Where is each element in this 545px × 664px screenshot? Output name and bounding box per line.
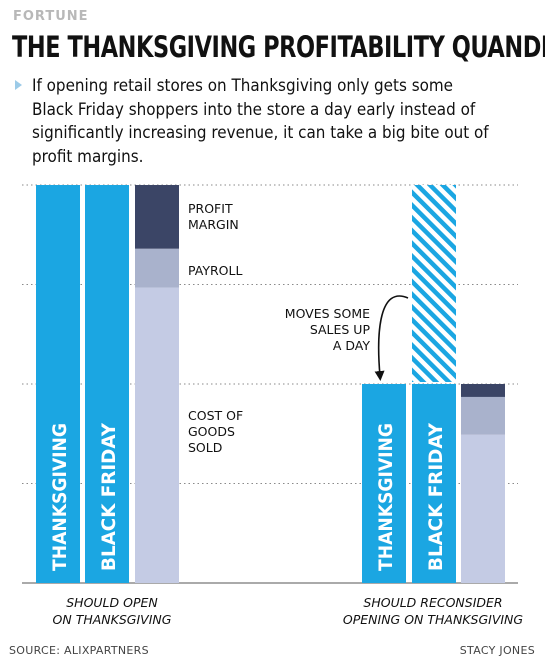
legend-label: PROFIT [188,201,233,216]
brand-logo: FORTUNE [13,9,89,24]
bar-thanksgiving [362,384,406,583]
stacked-segment-payroll [135,248,179,288]
annotation-text: A DAY [333,338,371,353]
source-note: SOURCE: ALIXPARTNERS [9,644,149,657]
stacked-segment-cost-of-goods-sold [135,287,179,583]
bar-label: BLACK FRIDAY [98,423,120,571]
stacked-segment-profit-margin [461,384,505,397]
annotation-arrow [374,295,409,381]
annotation-text: MOVES SOME [285,306,370,321]
bar-black-friday [85,185,129,583]
chart-title: THE THANKSGIVING PROFITABILITY QUANDRY [12,30,545,64]
author-credit: STACY JONES [459,644,535,657]
bar-label: THANKSGIVING [375,423,397,571]
group-label: SHOULD RECONSIDER [363,595,502,610]
group-label: OPENING ON THANKSGIVING [343,612,524,627]
legend-label: PAYROLL [188,263,242,278]
bar-label: THANKSGIVING [49,423,71,571]
bar-label: BLACK FRIDAY [425,423,447,571]
stacked-segment-cost-of-goods-sold [461,434,505,583]
chart-subtitle: If opening retail stores on Thanksgiving… [32,76,489,166]
bar-black-friday [412,384,456,583]
legend-label: GOODS [188,424,235,439]
legend-label: COST OF [188,408,243,423]
bars [36,185,505,583]
stacked-segment-profit-margin [135,185,179,249]
bullet-triangle-icon [15,80,22,90]
legend-label: MARGIN [188,217,239,232]
legend-label: SOLD [188,440,222,455]
bar-thanksgiving [36,185,80,583]
bar-hatched-moved-sales [412,185,456,382]
annotation-text: SALES UP [310,322,371,337]
stacked-segment-payroll [461,396,505,435]
group-label: SHOULD OPEN [66,595,158,610]
group-label: ON THANKSGIVING [53,612,172,627]
labels: THANKSGIVING BLACK FRIDAY SHOULD OPEN ON TH… [49,201,523,627]
